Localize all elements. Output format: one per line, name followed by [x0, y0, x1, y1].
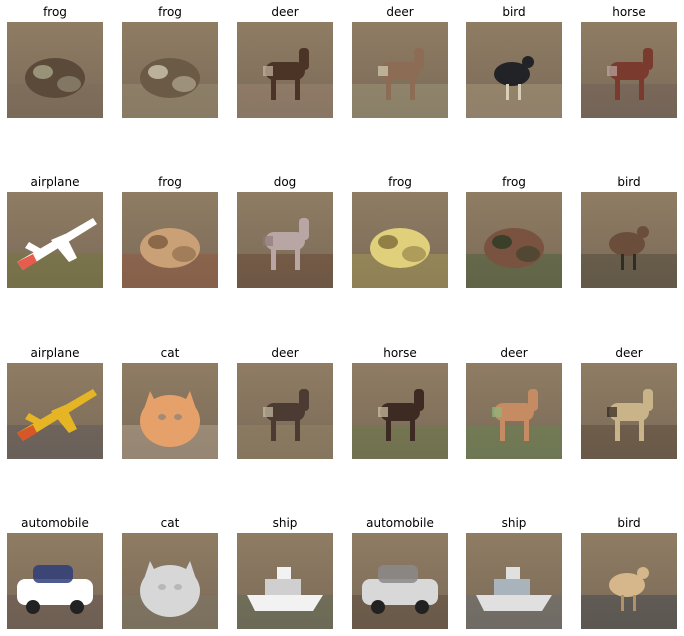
image-label: deer: [271, 5, 299, 19]
image-thumbnail: [237, 533, 333, 629]
image-label: dog: [273, 175, 297, 189]
image-thumbnail: [581, 192, 677, 288]
image-label: airplane: [30, 346, 80, 360]
image-label: frog: [502, 175, 526, 189]
image-thumbnail: [7, 363, 103, 459]
image-thumbnail: [237, 22, 333, 118]
image-label: ship: [272, 516, 298, 530]
image-thumbnail: [122, 533, 218, 629]
image-thumbnail: [122, 22, 218, 118]
image-label: cat: [160, 516, 180, 530]
image-thumbnail: [7, 533, 103, 629]
image-thumbnail: [122, 192, 218, 288]
image-label: deer: [500, 346, 528, 360]
image-thumbnail: [352, 363, 448, 459]
image-label: frog: [388, 175, 412, 189]
image-label: deer: [271, 346, 299, 360]
image-label: airplane: [30, 175, 80, 189]
image-label: frog: [158, 175, 182, 189]
image-thumbnail: [122, 363, 218, 459]
image-thumbnail: [237, 192, 333, 288]
image-thumbnail: [466, 533, 562, 629]
image-label: bird: [502, 5, 526, 19]
image-label: frog: [43, 5, 67, 19]
image-label: automobile: [366, 516, 434, 530]
image-thumbnail: [7, 22, 103, 118]
image-thumbnail: [581, 363, 677, 459]
image-label: ship: [501, 516, 527, 530]
image-thumbnail: [7, 192, 103, 288]
image-label: bird: [617, 516, 641, 530]
image-thumbnail: [581, 533, 677, 629]
image-label: cat: [160, 346, 180, 360]
image-thumbnail: [352, 192, 448, 288]
image-thumbnail: [237, 363, 333, 459]
image-thumbnail: [466, 192, 562, 288]
image-label: frog: [158, 5, 182, 19]
image-label: deer: [615, 346, 643, 360]
image-label: horse: [383, 346, 417, 360]
image-label: deer: [386, 5, 414, 19]
image-thumbnail: [466, 363, 562, 459]
image-label: bird: [617, 175, 641, 189]
image-thumbnail: [466, 22, 562, 118]
image-label: automobile: [21, 516, 89, 530]
image-label: horse: [612, 5, 646, 19]
image-thumbnail: [352, 533, 448, 629]
image-thumbnail: [352, 22, 448, 118]
image-thumbnail: [581, 22, 677, 118]
